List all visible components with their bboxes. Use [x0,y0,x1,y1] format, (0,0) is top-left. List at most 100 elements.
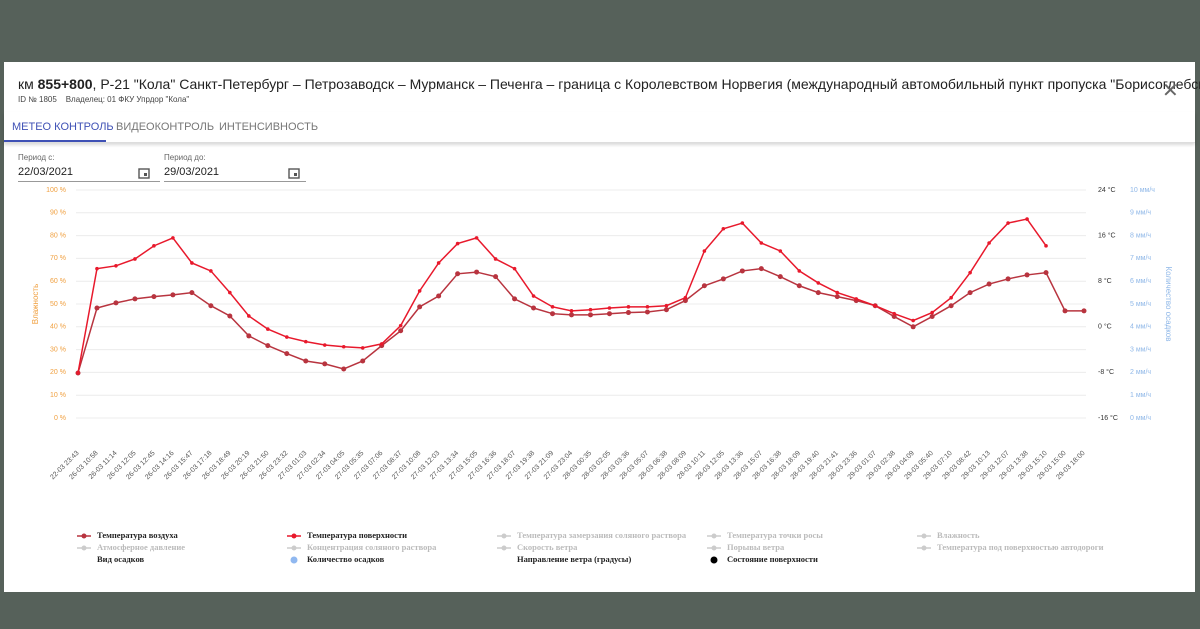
y3-tick-label: 4 мм/ч [1130,324,1151,331]
point [1024,272,1030,278]
y-tick-label: 40 % [50,324,66,331]
legend-marker [711,545,717,551]
point [569,312,575,318]
point [796,283,802,289]
legend-marker [81,533,87,539]
date-input[interactable]: 22/03/2021 [18,166,160,182]
point [531,294,536,298]
point [170,292,176,298]
point [94,305,100,311]
point [949,295,953,300]
field-label: Период с: [18,153,55,162]
y2-tick-label: 8 °C [1098,277,1112,285]
legend-label: Порывы ветра [727,542,785,552]
point [720,276,726,282]
legend-marker [710,556,718,564]
point [702,249,707,253]
tab[interactable]: МЕТЕО КОНТРОЛЬ [12,121,114,133]
title-prefix: км [18,76,34,92]
point [1081,308,1087,314]
legend-marker [291,533,297,539]
point [113,300,119,306]
legend-label: Атмосферное давление [97,542,185,552]
point [303,358,309,364]
point [417,289,422,293]
point [1062,308,1068,314]
point [512,296,518,302]
point [683,295,688,300]
calendar-icon[interactable] [287,166,301,180]
point [873,303,878,308]
owner: Владелец: 01 ФКУ Упрдор "Кола" [65,95,190,104]
point [1044,244,1048,248]
point [816,281,821,285]
point [398,323,403,328]
point [493,257,498,261]
date-input[interactable]: 29/03/2021 [164,166,306,182]
point [265,343,271,349]
point [606,311,612,317]
point [778,249,783,253]
point [948,303,954,309]
point [151,294,157,300]
point [645,305,650,309]
point [247,314,251,318]
legend-label: Состояние поверхности [727,554,818,564]
y3-tick-label: 7 мм/ч [1130,255,1151,262]
point [625,310,631,316]
point [398,328,404,334]
id: ID № 1805 [18,95,57,104]
point [1005,276,1011,282]
point [209,269,213,273]
point [701,283,707,289]
point [531,305,537,311]
legend-label: Температура поверхности [307,530,407,540]
tab-indicator [4,140,106,142]
y3-tick-label: 5 мм/ч [1130,301,1151,308]
point [682,298,688,304]
point [835,290,840,295]
y3-tick-label: 6 мм/ч [1130,278,1151,285]
point [76,371,80,375]
point [815,290,821,296]
legend-marker [291,545,297,551]
tab[interactable]: ВИДЕОКОНТРОЛЬ [116,121,215,133]
point [436,293,442,299]
legend-label: Влажность [937,530,980,540]
point [607,306,612,310]
point [550,305,555,309]
close-button[interactable]: ✕ [1162,80,1179,102]
point [284,351,290,357]
point [1043,270,1049,276]
point [569,309,574,313]
tab[interactable]: ИНТЕНСИВНОСТЬ [219,121,319,133]
point [227,313,233,319]
point [777,274,783,280]
point [721,226,726,231]
calendar-icon[interactable] [137,166,151,180]
point [436,261,441,265]
y-tick-label: 60 % [50,278,66,285]
legend-marker [290,556,298,564]
point [303,339,308,344]
y2-tick-label: 0 °C [1098,323,1112,331]
y3-tick-label: 8 мм/ч [1130,232,1151,239]
point [968,270,972,275]
point [986,281,992,287]
y3-tick-label: 1 мм/ч [1130,392,1151,399]
y2-tick-label: 24 °C [1098,186,1116,194]
legend-label: Температура замерзания соляного раствора [517,530,687,540]
legend-marker [81,545,87,551]
point [759,241,764,245]
point [550,311,556,317]
point [474,269,480,275]
y3-tick-label: 2 мм/ч [1130,369,1151,376]
point [588,307,593,312]
series-line [77,267,1084,374]
y-tick-label: 0 % [54,415,66,422]
legend-marker [501,545,507,551]
y-axis-label: Влажность [31,284,40,325]
point [455,241,460,246]
